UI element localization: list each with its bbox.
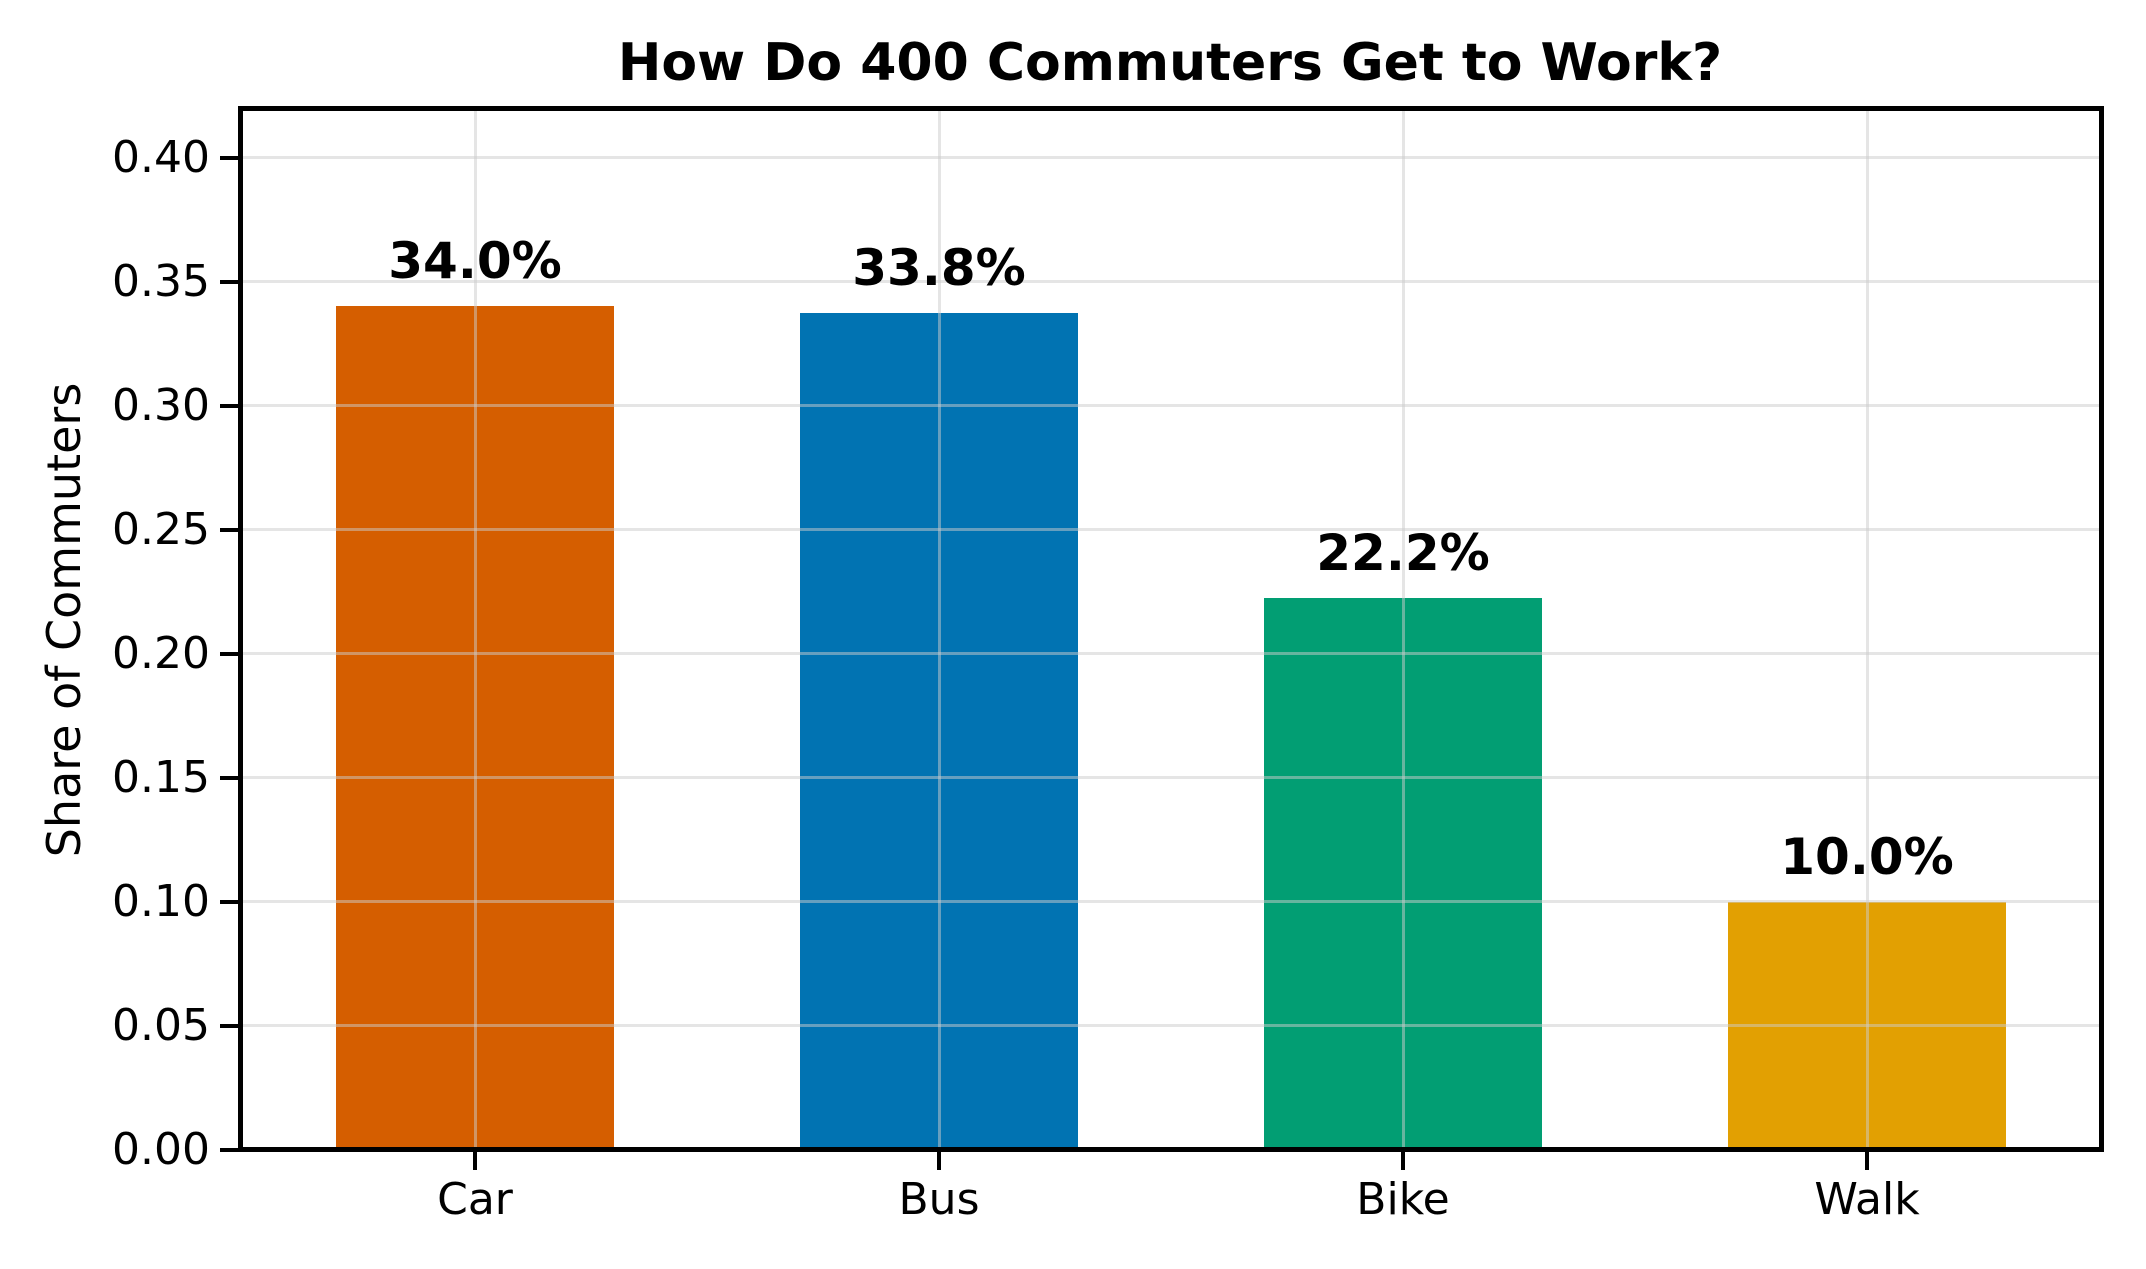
x-tick-mark (937, 1152, 941, 1170)
y-tick-label: 0.10 (112, 875, 210, 927)
horizontal-gridline (243, 776, 2099, 780)
horizontal-gridline (243, 1024, 2099, 1028)
bar-value-label: 10.0% (1780, 827, 1954, 886)
y-tick-mark (220, 775, 240, 780)
y-tick-label: 0.35 (112, 255, 210, 307)
x-tick-label-walk: Walk (1814, 1174, 1920, 1225)
vertical-gridline (1865, 111, 1869, 1150)
bar-value-label: 33.8% (852, 238, 1026, 297)
horizontal-gridline (243, 900, 2099, 904)
y-tick-mark (220, 279, 240, 284)
chart-title: How Do 400 Commuters Get to Work? (617, 33, 1723, 93)
vertical-gridline (473, 111, 477, 1150)
y-tick-mark (220, 1023, 240, 1028)
y-tick-label: 0.25 (112, 503, 210, 555)
bar-value-label: 34.0% (388, 232, 562, 291)
y-tick-mark (220, 527, 240, 532)
horizontal-gridline (243, 528, 2099, 532)
x-tick-mark (1865, 1152, 1869, 1170)
y-tick-label: 0.00 (112, 1124, 210, 1175)
horizontal-gridline (243, 404, 2099, 408)
vertical-gridline (937, 111, 941, 1150)
y-tick-label: 0.05 (112, 999, 210, 1051)
y-tick-mark (220, 1148, 240, 1152)
x-tick-mark (1401, 1152, 1405, 1170)
horizontal-gridline (243, 280, 2099, 284)
y-tick-label: 0.15 (112, 751, 210, 803)
x-tick-mark (473, 1152, 477, 1170)
x-tick-label-bus: Bus (898, 1174, 980, 1225)
x-tick-label-car: Car (437, 1174, 513, 1225)
y-tick-label: 0.20 (112, 627, 210, 679)
horizontal-gridline (243, 156, 2099, 160)
y-tick-label: 0.40 (112, 131, 210, 183)
y-tick-mark (220, 155, 240, 160)
horizontal-gridline (243, 652, 2099, 656)
y-tick-mark (220, 899, 240, 904)
y-tick-label: 0.30 (112, 379, 210, 431)
vertical-gridline (1401, 111, 1405, 1150)
x-tick-label-bike: Bike (1356, 1174, 1450, 1225)
y-tick-mark (220, 651, 240, 656)
y-tick-mark (220, 403, 240, 408)
bar-value-label: 22.2% (1316, 523, 1490, 582)
